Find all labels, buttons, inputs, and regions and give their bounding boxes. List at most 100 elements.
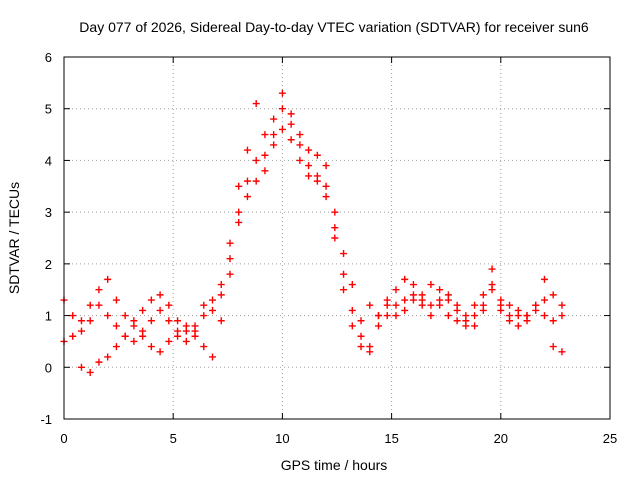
- data-point: [261, 151, 269, 159]
- data-point: [479, 301, 487, 309]
- data-point: [182, 327, 190, 335]
- data-point: [69, 332, 77, 340]
- data-point: [252, 100, 260, 108]
- series-track-a: [60, 89, 566, 351]
- data-point: [331, 234, 339, 242]
- data-point: [209, 296, 217, 304]
- data-point: [383, 301, 391, 309]
- data-point: [514, 322, 522, 330]
- data-point: [348, 281, 356, 289]
- data-point: [305, 162, 313, 170]
- data-point: [174, 317, 182, 325]
- x-tick-label: 5: [170, 431, 177, 446]
- data-point: [453, 317, 461, 325]
- data-point: [235, 218, 243, 226]
- data-point: [278, 89, 286, 97]
- data-point: [252, 156, 260, 164]
- data-point: [296, 131, 304, 139]
- data-point: [243, 193, 251, 201]
- data-point: [261, 167, 269, 175]
- data-point: [549, 317, 557, 325]
- data-point: [471, 301, 479, 309]
- x-tick-label: 15: [384, 431, 398, 446]
- data-point: [226, 239, 234, 247]
- data-point: [200, 343, 208, 351]
- data-point: [217, 291, 225, 299]
- x-tick-label: 10: [275, 431, 289, 446]
- data-point: [77, 317, 85, 325]
- data-point: [305, 146, 313, 154]
- data-point: [217, 317, 225, 325]
- data-point: [278, 125, 286, 133]
- data-point: [77, 363, 85, 371]
- x-axis-label: GPS time / hours: [281, 457, 388, 473]
- data-point: [235, 182, 243, 190]
- data-point: [471, 312, 479, 320]
- data-point: [540, 275, 548, 283]
- data-point: [549, 291, 557, 299]
- data-point: [427, 281, 435, 289]
- data-point: [488, 286, 496, 294]
- data-point: [427, 301, 435, 309]
- data-point: [418, 301, 426, 309]
- data-point: [479, 291, 487, 299]
- y-tick-label: 4: [45, 153, 52, 168]
- data-point: [174, 327, 182, 335]
- data-point: [200, 301, 208, 309]
- data-point: [409, 281, 417, 289]
- data-point: [506, 301, 514, 309]
- data-point: [165, 301, 173, 309]
- data-point: [112, 343, 120, 351]
- data-point: [444, 291, 452, 299]
- data-point: [147, 317, 155, 325]
- y-tick-label: 5: [45, 102, 52, 117]
- data-point: [532, 301, 540, 309]
- data-point: [165, 337, 173, 345]
- data-point: [278, 105, 286, 113]
- data-point: [104, 275, 112, 283]
- data-point: [209, 306, 217, 314]
- y-tick-label: 2: [45, 257, 52, 272]
- data-point: [401, 296, 409, 304]
- chart-title: Day 077 of 2026, Sidereal Day-to-day VTE…: [79, 19, 589, 35]
- data-point: [366, 348, 374, 356]
- data-point: [147, 296, 155, 304]
- data-point: [95, 286, 103, 294]
- data-point: [331, 224, 339, 232]
- series-track-c: [77, 105, 566, 376]
- data-point: [436, 296, 444, 304]
- x-tick-label: 25: [603, 431, 617, 446]
- data-point: [270, 131, 278, 139]
- series-track-b: [60, 125, 566, 361]
- data-point: [392, 286, 400, 294]
- data-point: [488, 265, 496, 273]
- data-point: [95, 301, 103, 309]
- data-point: [305, 172, 313, 180]
- data-point: [348, 322, 356, 330]
- data-point: [357, 343, 365, 351]
- y-tick-label: -1: [40, 412, 52, 427]
- data-point: [243, 146, 251, 154]
- y-tick-label: 1: [45, 309, 52, 324]
- data-point: [209, 353, 217, 361]
- data-point: [287, 136, 295, 144]
- data-point: [401, 306, 409, 314]
- data-point: [104, 312, 112, 320]
- data-point: [121, 312, 129, 320]
- data-point: [86, 368, 94, 376]
- data-point: [462, 312, 470, 320]
- data-point: [270, 141, 278, 149]
- y-axis-label: SDTVAR / TECUs: [6, 182, 22, 294]
- data-point: [427, 312, 435, 320]
- data-point: [130, 337, 138, 345]
- data-point: [401, 275, 409, 283]
- data-point: [86, 317, 94, 325]
- data-point: [340, 286, 348, 294]
- data-point: [331, 208, 339, 216]
- data-point: [235, 208, 243, 216]
- data-point: [156, 291, 164, 299]
- data-point: [462, 322, 470, 330]
- y-tick-label: 6: [45, 50, 52, 65]
- data-point: [130, 317, 138, 325]
- data-point: [322, 193, 330, 201]
